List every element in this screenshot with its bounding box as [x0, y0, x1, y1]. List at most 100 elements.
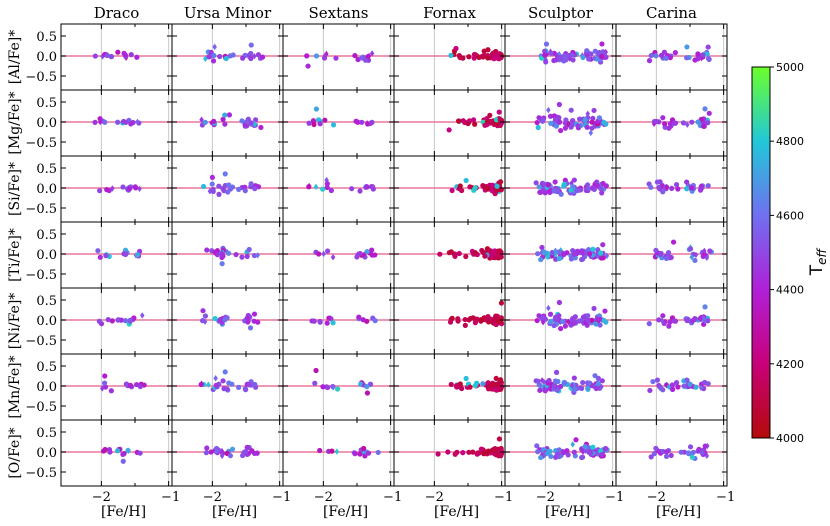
data-point: [660, 115, 666, 121]
data-point: [354, 254, 360, 260]
x-tick-label: −2: [425, 490, 444, 505]
data-point: [210, 58, 217, 64]
data-point: [536, 184, 542, 190]
data-point: [548, 50, 554, 56]
data-point: [324, 176, 329, 184]
data-point: [355, 119, 361, 125]
data-point: [311, 121, 317, 128]
data-point: [669, 185, 675, 192]
panel: [504, 89, 617, 157]
data-point: [567, 52, 573, 59]
data-point: [369, 50, 375, 57]
data-point: [457, 183, 463, 189]
data-point: [462, 322, 468, 328]
data-point: [707, 248, 713, 254]
data-point: [684, 317, 690, 324]
data-point: [356, 314, 362, 320]
data-point: [548, 318, 554, 324]
data-point: [669, 382, 675, 388]
data-point: [671, 318, 678, 324]
data-point: [538, 256, 544, 263]
data-point: [589, 125, 595, 131]
data-point: [222, 317, 228, 323]
panel: [393, 221, 506, 289]
x-tick-label: −1: [383, 490, 402, 505]
data-point: [212, 249, 217, 256]
data-point: [306, 184, 312, 190]
data-point: [586, 251, 593, 257]
data-point: [328, 187, 334, 194]
data-point: [224, 386, 230, 392]
data-point: [457, 381, 463, 387]
data-point: [695, 119, 701, 125]
colorbar-tick-label: 4000: [776, 432, 804, 445]
data-point: [653, 445, 659, 451]
data-point: [545, 182, 551, 188]
data-point: [199, 116, 204, 123]
data-point: [120, 451, 126, 457]
galaxy-title-sculptor: Sculptor: [528, 4, 594, 22]
data-point: [127, 317, 133, 323]
row-label: [Si/Fe]*: [7, 162, 23, 216]
row-labels: [Al/Fe]* [Mg/Fe]* [Si/Fe]* [Ti/Fe]* [Ni/Fe]*…: [7, 30, 23, 479]
y-tick-label: −0.5: [25, 466, 57, 481]
data-point: [369, 247, 375, 253]
data-point: [448, 381, 454, 388]
data-point: [575, 123, 581, 129]
data-point: [494, 183, 500, 189]
data-point: [684, 44, 690, 50]
data-point: [555, 378, 561, 385]
data-point: [548, 120, 554, 126]
data-point: [455, 118, 462, 124]
data-point: [317, 121, 323, 127]
data-point: [204, 445, 210, 451]
colorbar-gradient: [751, 66, 771, 439]
data-point: [588, 129, 594, 137]
data-point: [598, 250, 604, 256]
data-point: [211, 118, 217, 124]
data-point: [445, 449, 451, 455]
panel: [282, 419, 395, 487]
data-point: [106, 446, 113, 453]
data-point: [598, 186, 604, 192]
panel: [504, 155, 617, 223]
panel: 0.5 0.0 −0.5: [25, 419, 173, 487]
data-point: [551, 322, 557, 329]
data-point: [236, 384, 242, 390]
y-tick-label: −0.5: [25, 202, 57, 217]
data-point: [251, 311, 258, 317]
data-point: [603, 48, 608, 56]
data-point: [357, 250, 363, 257]
data-point: [239, 254, 245, 260]
x-tick-label: −1: [494, 490, 513, 505]
data-point: [135, 118, 140, 126]
data-point: [200, 183, 207, 190]
panel: [393, 23, 506, 91]
data-point: [539, 244, 545, 251]
data-point: [586, 380, 592, 386]
x-tick-label: −2: [314, 490, 333, 505]
data-point: [446, 127, 452, 133]
data-point: [214, 252, 220, 258]
data-point: [681, 383, 687, 389]
data-point: [579, 256, 586, 262]
data-point: [199, 318, 206, 324]
data-point: [213, 382, 219, 388]
panel: 0.5 0.0 −0.5: [25, 23, 173, 91]
data-point: [226, 250, 232, 256]
data-point: [128, 52, 134, 58]
data-point: [127, 382, 134, 388]
data-point: [702, 379, 708, 386]
data-point: [705, 55, 712, 62]
data-point: [448, 52, 454, 58]
panel: [393, 353, 506, 421]
data-point: [537, 189, 543, 195]
data-point: [602, 445, 609, 452]
panel-frame: [282, 155, 395, 223]
data-point: [496, 109, 502, 115]
data-point: [562, 323, 569, 329]
data-point: [330, 384, 336, 391]
data-point: [478, 446, 485, 452]
data-point: [579, 454, 586, 460]
data-point: [472, 185, 478, 191]
